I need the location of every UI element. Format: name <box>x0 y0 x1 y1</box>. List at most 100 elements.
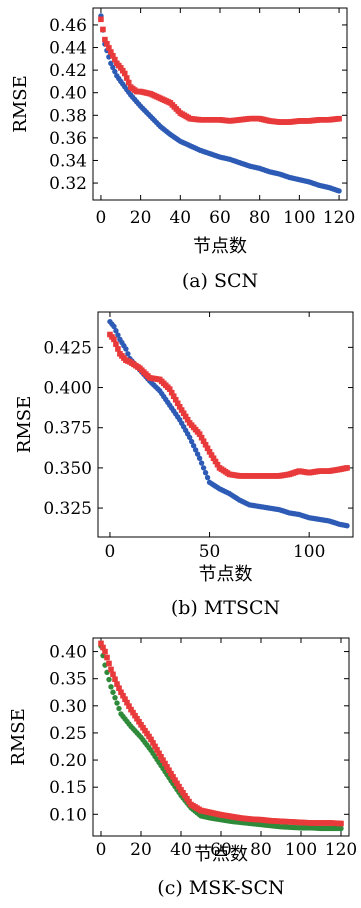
data-point <box>108 684 114 690</box>
data-point <box>106 676 112 683</box>
y-tick-label: 0.20 <box>49 751 87 771</box>
data-point <box>113 341 119 347</box>
data-point <box>111 336 117 343</box>
x-tick-label: 0 <box>105 542 116 562</box>
data-point <box>108 49 114 55</box>
data-point <box>172 396 179 403</box>
data-point <box>116 685 122 691</box>
data-point <box>115 332 121 338</box>
x-tick-label: 40 <box>169 208 191 228</box>
x-tick-label: 50 <box>199 542 221 562</box>
data-point <box>154 747 160 753</box>
data-point <box>100 644 106 651</box>
series-1 <box>98 13 342 194</box>
data-point <box>125 79 132 86</box>
data-point <box>164 764 170 770</box>
x-tick-label: 60 <box>209 208 231 228</box>
x-tick-label: 100 <box>285 840 317 860</box>
x-tick-label: 60 <box>210 840 232 860</box>
data-point <box>186 434 193 441</box>
data-point <box>150 740 156 746</box>
x-tick-label: 20 <box>130 208 152 228</box>
data-point <box>200 438 207 445</box>
data-point <box>158 754 164 760</box>
data-point <box>106 45 112 51</box>
data-point <box>214 461 221 468</box>
data-point <box>180 790 186 796</box>
y-tick-label: 0.40 <box>49 643 87 663</box>
data-point <box>104 654 110 661</box>
plot-frame <box>92 7 348 201</box>
data-point <box>202 470 209 476</box>
data-point <box>208 452 215 458</box>
y-axis-label: RMSE <box>8 708 29 765</box>
data-point <box>98 640 104 647</box>
y-tick-label: 0.38 <box>49 106 87 126</box>
panel-caption: (a) SCN <box>182 270 258 292</box>
plot-frame <box>92 637 350 837</box>
data-point <box>146 733 152 740</box>
data-point <box>140 724 146 731</box>
y-tick-label: 0.44 <box>49 39 87 59</box>
data-point <box>182 792 188 799</box>
x-tick-label: 80 <box>250 840 272 860</box>
data-point <box>123 75 130 81</box>
y-tick-label: 0.325 <box>43 499 92 519</box>
y-tick-label: 0.375 <box>43 419 92 439</box>
chart-panel-2: 0 50 100 0.325 0.350 0.375 0.400 0.425 RMSE 节点数 (b… <box>14 311 354 619</box>
data-point <box>180 410 187 417</box>
data-point <box>168 770 174 777</box>
data-point <box>100 26 106 33</box>
y-tick-label: 0.35 <box>49 670 87 690</box>
data-point <box>116 705 122 712</box>
panel-caption: (c) MSK-SCN <box>157 877 284 899</box>
data-point <box>119 67 126 74</box>
y-axis-label: RMSE <box>10 75 31 132</box>
data-point <box>176 783 182 790</box>
data-point <box>174 780 180 787</box>
data-point <box>117 65 124 71</box>
data-point <box>115 346 121 352</box>
data-point <box>190 443 197 449</box>
x-tick-label: 20 <box>130 840 152 860</box>
series-2 <box>98 16 342 125</box>
data-point <box>210 455 217 462</box>
x-tick-label: 40 <box>170 840 192 860</box>
x-tick-label: 120 <box>323 208 355 228</box>
series-1 <box>98 643 344 832</box>
y-tick-label: 0.25 <box>49 724 87 744</box>
x-axis-label: 节点数 <box>194 844 248 865</box>
data-point <box>200 465 207 471</box>
data-point <box>168 389 175 396</box>
x-tick-label: 100 <box>293 542 325 562</box>
data-point <box>186 798 192 805</box>
data-point <box>170 774 176 780</box>
data-point <box>112 676 118 683</box>
data-point <box>112 68 118 75</box>
data-point <box>113 328 119 334</box>
data-point <box>344 523 350 529</box>
y-tick-label: 0.30 <box>49 697 87 717</box>
data-point <box>136 718 142 725</box>
x-tick-label: 120 <box>325 840 357 860</box>
data-point <box>128 706 134 713</box>
data-point <box>176 404 183 410</box>
data-point <box>336 188 342 194</box>
y-tick-label: 0.400 <box>43 379 92 399</box>
data-point <box>174 400 181 407</box>
data-point <box>166 386 173 392</box>
data-point <box>166 767 172 774</box>
y-tick-label: 0.42 <box>49 61 87 81</box>
chart-panel-3: 0 20 40 60 80 100 120 0.10 0.15 0.20 0.25 0.30 0.35 0… <box>8 637 357 899</box>
data-point <box>111 323 117 330</box>
y-tick-label: 0.10 <box>49 805 87 825</box>
data-point <box>122 696 128 702</box>
data-point <box>336 115 342 122</box>
y-tick-label: 0.40 <box>49 84 87 104</box>
data-point <box>106 660 112 667</box>
data-point <box>120 692 126 699</box>
data-point <box>204 445 211 452</box>
data-point <box>110 689 116 695</box>
data-point <box>104 40 110 47</box>
data-point <box>124 699 130 706</box>
